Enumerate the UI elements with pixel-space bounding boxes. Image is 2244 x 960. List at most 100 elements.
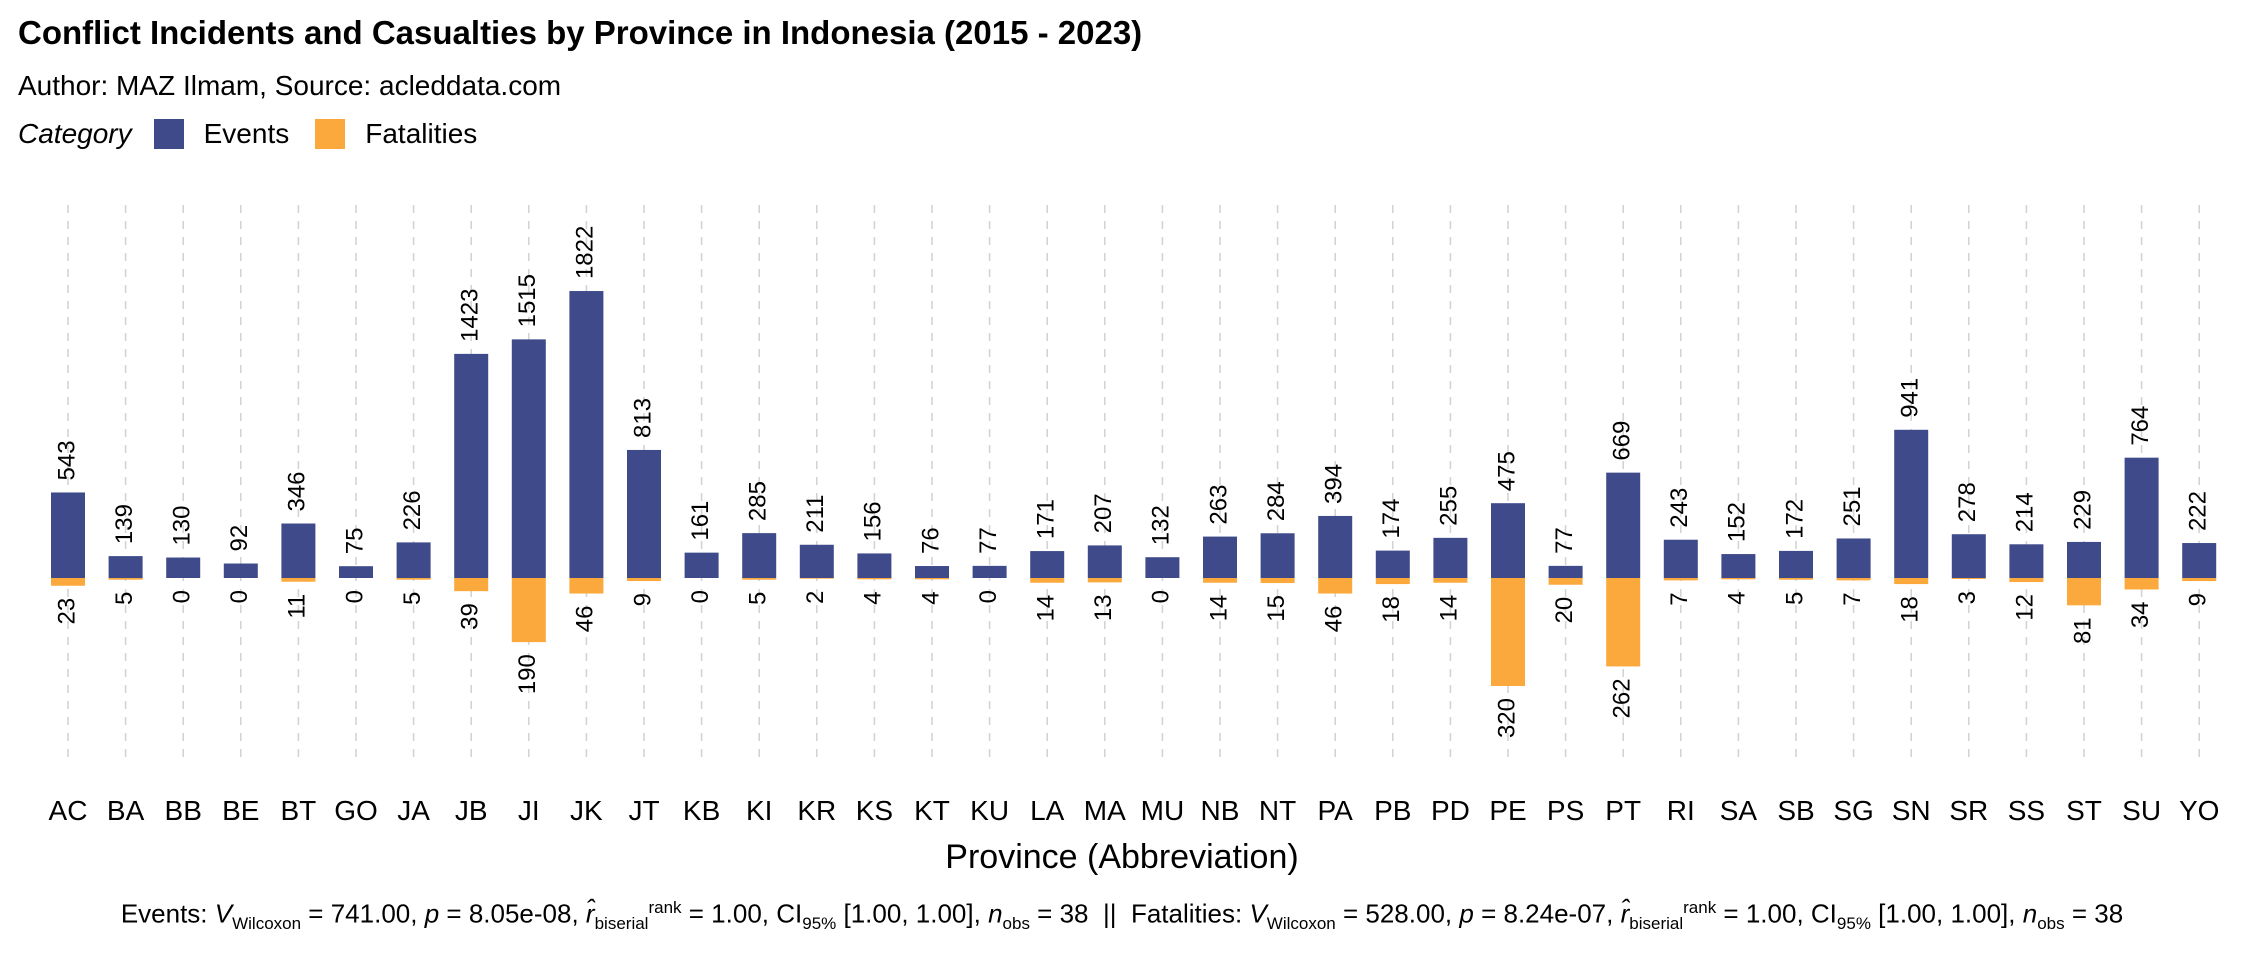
- x-tick-label: KT: [914, 795, 950, 826]
- events-bar-jk: [569, 291, 604, 578]
- events-bar-jt: [627, 449, 661, 578]
- events-value-label: 139: [111, 504, 138, 544]
- fatalities-value-label: 0: [169, 590, 196, 603]
- fatalities-value-label: 0: [226, 590, 253, 603]
- events-value-label: 543: [53, 440, 80, 480]
- legend-title: Category: [18, 118, 132, 149]
- x-tick-label: PS: [1547, 795, 1584, 826]
- events-value-label: 941: [1897, 378, 1924, 418]
- x-tick-label: JI: [518, 795, 540, 826]
- chart-subtitle: Author: MAZ Ilmam, Source: acleddata.com: [18, 70, 562, 101]
- events-bar-ji: [511, 339, 546, 578]
- events-bar-ba: [108, 556, 143, 578]
- events-value-label: 75: [341, 527, 368, 554]
- events-value-label: 156: [860, 501, 887, 541]
- fatalities-bar-ks: [857, 578, 892, 580]
- fatalities-value-label: 14: [1436, 595, 1463, 622]
- events-bar-ki: [742, 533, 777, 578]
- fatalities-value-label: 7: [1666, 592, 1693, 605]
- events-value-label: 1515: [514, 274, 541, 327]
- legend-label-events: Events: [203, 118, 290, 149]
- fatalities-value-label: 23: [53, 598, 80, 625]
- fatalities-bar-sr: [1951, 578, 1986, 580]
- fatalities-value-label: 190: [514, 654, 541, 694]
- x-tick-label: RI: [1667, 795, 1695, 826]
- events-bar-pe: [1491, 503, 1525, 578]
- caption-events-r: 1.00: [711, 898, 762, 929]
- fatalities-value-label: 262: [1609, 678, 1636, 718]
- x-tick-label: NB: [1201, 795, 1240, 826]
- fatalities-value-label: 5: [111, 592, 138, 605]
- events-value-label: 1822: [572, 226, 599, 279]
- fatalities-bar-yo: [2182, 578, 2217, 582]
- fatalities-bar-st: [2067, 578, 2101, 606]
- x-tick-label: MA: [1084, 795, 1126, 826]
- events-value-label: 207: [1090, 493, 1117, 533]
- events-bar-mu: [1145, 557, 1180, 578]
- events-value-label: 284: [1263, 481, 1290, 521]
- fatalities-value-label: 81: [2069, 617, 2096, 644]
- fatalities-bar-nt: [1260, 578, 1295, 584]
- events-bar-ma: [1087, 545, 1122, 578]
- fatalities-value-label: 46: [1321, 606, 1348, 633]
- events-value-label: 243: [1666, 488, 1693, 528]
- fatalities-value-label: 9: [2185, 593, 2212, 606]
- events-bar-ja: [396, 542, 431, 578]
- events-value-label: 172: [1781, 499, 1808, 539]
- fatalities-bar-ki: [742, 578, 777, 580]
- x-tick-label: JT: [628, 795, 659, 826]
- fatalities-value-label: 12: [2012, 594, 2039, 621]
- events-value-label: 394: [1321, 464, 1348, 504]
- fatalities-bar-ri: [1663, 578, 1698, 581]
- fatalities-value-label: 20: [1551, 597, 1578, 624]
- events-bar-kr: [799, 544, 834, 578]
- fatalities-bar-ba: [108, 578, 143, 580]
- fatalities-value-label: 3: [1954, 591, 1981, 604]
- fatalities-value-label: 7: [1839, 592, 1866, 605]
- fatalities-bar-pd: [1433, 578, 1468, 583]
- fatalities-bar-ac: [51, 578, 85, 586]
- x-tick-label: BB: [165, 795, 202, 826]
- legend-label-fatalities: Fatalities: [365, 118, 478, 149]
- events-value-label: 76: [917, 527, 944, 554]
- x-tick-label: SB: [1777, 795, 1814, 826]
- fatalities-value-label: 320: [1493, 698, 1520, 738]
- fatalities-bar-nb: [1203, 578, 1237, 583]
- events-bar-nt: [1260, 533, 1295, 578]
- fatalities-bar-ps: [1548, 578, 1583, 585]
- fatalities-bar-pe: [1491, 578, 1525, 686]
- fatalities-value-label: 14: [1033, 595, 1060, 622]
- x-tick-label: BA: [107, 795, 145, 826]
- events-bar-bb: [166, 557, 201, 578]
- x-tick-label: SA: [1720, 795, 1758, 826]
- x-tick-label: PB: [1374, 795, 1411, 826]
- x-tick-label: BE: [222, 795, 259, 826]
- events-value-label: 278: [1954, 482, 1981, 522]
- fatalities-bar-sb: [1779, 578, 1813, 580]
- events-bar-pa: [1318, 515, 1353, 578]
- x-tick-label: GO: [334, 795, 378, 826]
- fatalities-bar-jt: [627, 578, 661, 582]
- x-tick-label: JK: [570, 795, 603, 826]
- fatalities-bar-pb: [1375, 578, 1410, 585]
- x-tick-label: PE: [1489, 795, 1526, 826]
- fatalities-bar-ma: [1087, 578, 1122, 583]
- fatalities-value-label: 5: [745, 592, 772, 605]
- legend: Category Events Fatalities: [18, 118, 503, 150]
- events-bar-ac: [51, 492, 85, 578]
- events-bar-go: [339, 566, 373, 578]
- fatalities-value-label: 18: [1897, 596, 1924, 623]
- x-tick-label: AC: [49, 795, 88, 826]
- fatalities-bar-ja: [396, 578, 431, 580]
- fatalities-value-label: 0: [341, 590, 368, 603]
- fatalities-value-label: 5: [1781, 592, 1808, 605]
- fatalities-value-label: 39: [457, 603, 484, 630]
- caption-fatalities-v: 528.00: [1365, 898, 1445, 929]
- fatalities-bar-sn: [1894, 578, 1929, 585]
- fatalities-bar-su: [2124, 578, 2159, 590]
- x-axis-label: Province (Abbreviation): [945, 838, 1299, 876]
- fatalities-bar-jk: [569, 578, 604, 594]
- caption-events-p: 8.05e-08: [468, 898, 572, 929]
- events-value-label: 229: [2069, 490, 2096, 530]
- events-bar-jb: [454, 353, 489, 578]
